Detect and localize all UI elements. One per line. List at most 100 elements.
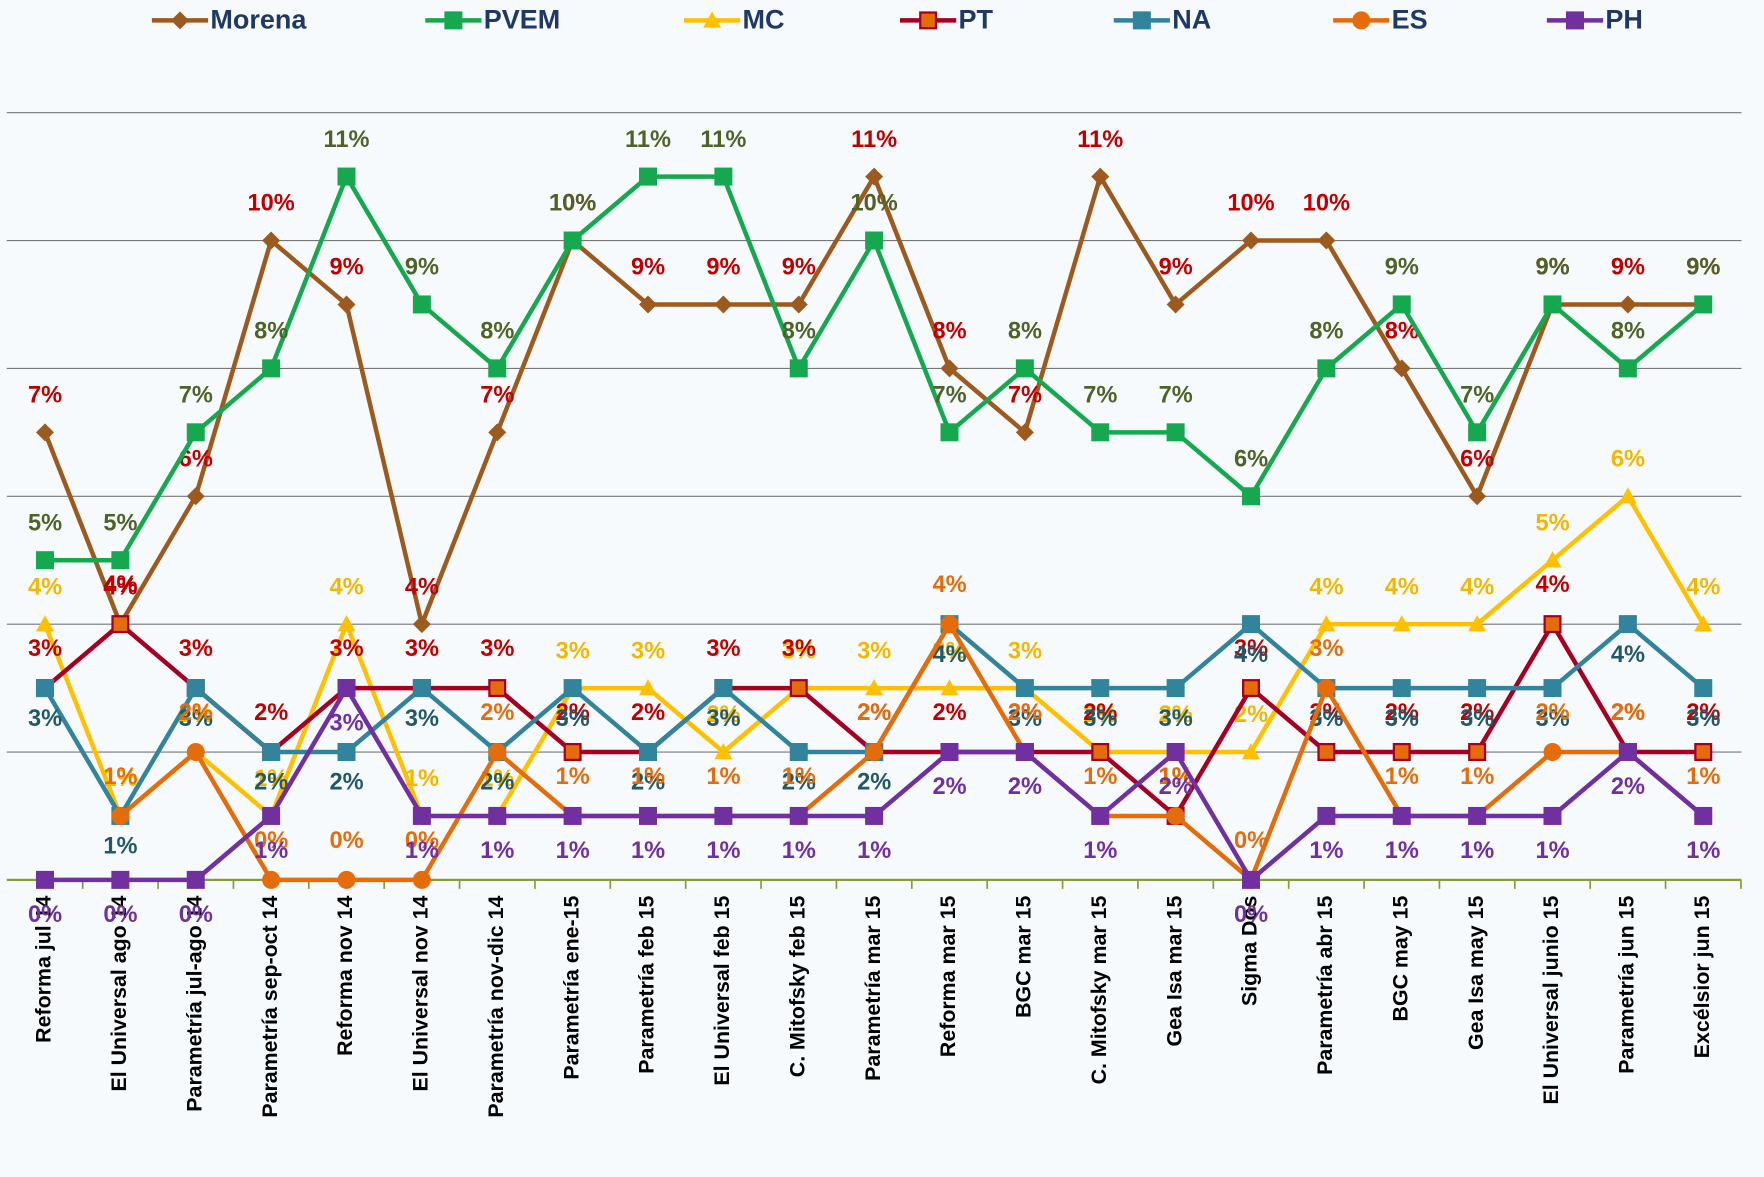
marker <box>1468 806 1487 825</box>
marker <box>1015 359 1034 378</box>
data-label: 4% <box>103 572 137 598</box>
data-label: 3% <box>480 636 514 662</box>
marker <box>1015 743 1034 761</box>
marker <box>1317 359 1336 378</box>
data-label: 1% <box>1385 838 1419 864</box>
data-label: 2% <box>1083 700 1117 726</box>
marker <box>865 806 884 825</box>
marker <box>1242 743 1260 760</box>
marker <box>1694 742 1713 761</box>
data-label: 1% <box>1686 838 1720 864</box>
data-label: 9% <box>405 255 439 281</box>
data-label: 3% <box>28 706 62 732</box>
data-label: 6% <box>1611 446 1645 472</box>
marker <box>1618 295 1637 314</box>
data-label: 3% <box>329 710 363 736</box>
marker <box>262 359 281 378</box>
marker <box>412 295 431 314</box>
data-label: 3% <box>556 706 590 732</box>
data-label: 4% <box>28 574 62 600</box>
data-label: 7% <box>1083 383 1117 409</box>
data-label: 0% <box>1234 902 1268 928</box>
data-label: 10% <box>1303 191 1350 217</box>
x-tick-label: C. Mitofsky feb 15 <box>785 896 809 1078</box>
data-label: 10% <box>549 191 596 217</box>
data-label: 2% <box>1159 702 1193 728</box>
x-tick-label: Gea Isa may 15 <box>1464 896 1488 1050</box>
marker <box>1543 551 1562 568</box>
data-label: 3% <box>405 636 439 662</box>
data-label: 2% <box>556 700 590 726</box>
data-label: 2% <box>1083 702 1117 728</box>
marker <box>1242 870 1260 889</box>
marker <box>789 679 808 698</box>
data-label: 2% <box>932 774 966 800</box>
marker <box>1166 806 1185 825</box>
marker <box>262 806 281 825</box>
marker <box>1468 742 1487 761</box>
marker <box>111 870 130 889</box>
marker <box>1091 679 1110 698</box>
data-label: 1% <box>556 838 590 864</box>
marker <box>1392 295 1411 314</box>
data-label: 2% <box>1008 700 1042 726</box>
marker <box>111 615 130 634</box>
data-label: 2% <box>631 770 665 796</box>
data-label: 11% <box>324 127 370 153</box>
marker <box>639 167 657 186</box>
data-label: 4% <box>932 572 966 598</box>
marker <box>1694 295 1713 314</box>
x-tick-label: Parametría mar 15 <box>861 896 885 1081</box>
data-label: 1% <box>1083 764 1117 790</box>
marker <box>1392 806 1411 825</box>
marker <box>1242 615 1260 634</box>
data-label: 3% <box>329 636 363 662</box>
data-label: 9% <box>1686 255 1720 281</box>
marker <box>444 11 463 30</box>
marker <box>714 167 733 186</box>
data-label: 7% <box>1460 383 1494 409</box>
marker <box>488 806 507 825</box>
marker <box>1694 679 1713 698</box>
marker <box>940 679 959 696</box>
data-label: 2% <box>480 700 514 726</box>
data-label: 9% <box>631 255 665 281</box>
x-tick-label: BGC mar 15 <box>1012 896 1036 1018</box>
data-label: 1% <box>1385 764 1419 790</box>
marker <box>1015 423 1034 442</box>
data-label: 2% <box>782 770 816 796</box>
data-label: 7% <box>932 383 966 409</box>
data-label: 3% <box>1083 706 1117 732</box>
marker <box>1352 11 1371 30</box>
data-label: 11% <box>625 127 671 153</box>
marker <box>262 231 281 250</box>
data-label: 9% <box>1611 255 1645 281</box>
x-tick-label: Reforma nov 14 <box>333 896 357 1056</box>
marker <box>488 423 507 442</box>
data-label: 4% <box>329 574 363 600</box>
marker <box>714 295 733 314</box>
marker <box>1543 615 1562 634</box>
data-label: 6% <box>1234 446 1268 472</box>
legend-label: PVEM <box>484 5 561 35</box>
marker <box>1392 679 1411 698</box>
data-label: 5% <box>28 510 62 536</box>
data-label: 2% <box>1385 700 1419 726</box>
marker <box>488 359 507 378</box>
marker <box>412 615 431 634</box>
data-label: 3% <box>179 636 213 662</box>
marker <box>940 423 959 442</box>
data-label: 3% <box>28 636 62 662</box>
data-label: 3% <box>706 636 740 662</box>
data-label: 8% <box>1008 319 1042 345</box>
data-label: 9% <box>1385 255 1419 281</box>
data-label: 1% <box>405 766 439 792</box>
data-label: 0% <box>179 902 213 928</box>
marker <box>1566 11 1584 30</box>
data-label: 4% <box>1460 574 1494 600</box>
marker <box>36 870 54 889</box>
legend-label: Morena <box>210 5 307 35</box>
data-label: 2% <box>706 702 740 728</box>
data-label: 0% <box>405 828 439 854</box>
data-label: 3% <box>1008 638 1042 664</box>
